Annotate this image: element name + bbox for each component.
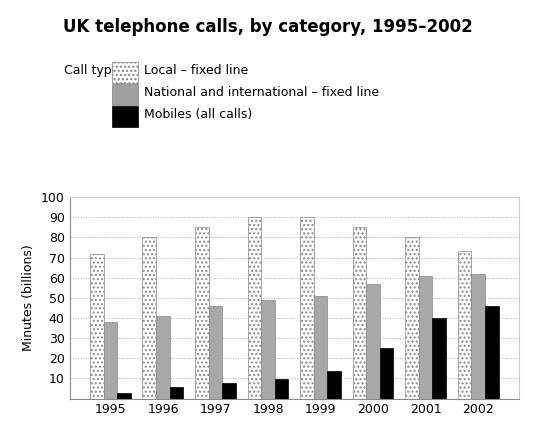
Bar — [327, 371, 341, 399]
Bar — [117, 392, 131, 399]
Bar — [353, 227, 366, 399]
Bar — [405, 237, 419, 399]
Bar — [209, 306, 223, 399]
Bar — [419, 276, 432, 399]
Text: Local – fixed line: Local – fixed line — [144, 64, 249, 78]
Bar — [432, 318, 446, 399]
Y-axis label: Minutes (billions): Minutes (billions) — [22, 244, 35, 351]
Bar — [90, 254, 104, 399]
Bar — [223, 384, 236, 399]
Bar — [142, 237, 156, 399]
Text: Call type:: Call type: — [64, 64, 124, 77]
Bar — [485, 306, 499, 399]
Bar — [314, 296, 327, 399]
Bar — [248, 217, 261, 399]
Text: Mobiles (all calls): Mobiles (all calls) — [144, 108, 253, 121]
Bar — [275, 379, 288, 399]
Bar — [366, 284, 380, 399]
Bar — [300, 217, 314, 399]
Text: UK telephone calls, by category, 1995–2002: UK telephone calls, by category, 1995–20… — [63, 18, 472, 35]
Bar — [104, 322, 117, 399]
Bar — [380, 348, 394, 399]
Bar — [471, 274, 485, 399]
Bar — [156, 316, 170, 399]
Bar — [261, 300, 275, 399]
Bar — [195, 227, 209, 399]
Bar — [457, 251, 471, 399]
Bar — [170, 388, 184, 399]
Text: National and international – fixed line: National and international – fixed line — [144, 86, 379, 99]
